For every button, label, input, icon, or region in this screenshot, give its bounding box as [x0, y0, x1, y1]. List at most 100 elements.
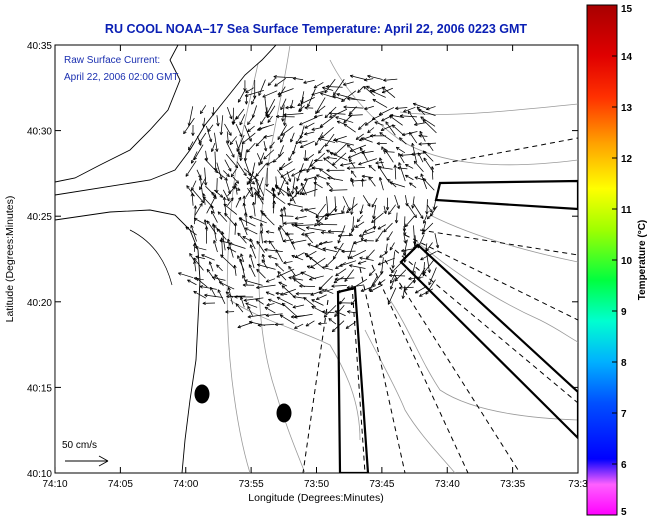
current-vector-head [264, 248, 268, 250]
current-vector [266, 160, 274, 166]
current-vector [206, 195, 217, 214]
current-vector-head [320, 232, 325, 235]
annotation-line-1: Raw Surface Current: [64, 55, 160, 66]
current-vector [216, 115, 219, 127]
current-vector-head [199, 177, 203, 181]
current-vector [194, 217, 206, 225]
current-vector-head [256, 264, 260, 267]
current-vector [360, 285, 376, 292]
current-vector-head [414, 176, 419, 178]
current-vector [387, 287, 397, 305]
current-vector-head [417, 109, 421, 113]
current-vector [381, 146, 386, 155]
current-vector [369, 89, 386, 98]
current-vector [422, 119, 437, 134]
current-vector [199, 286, 217, 290]
current-vector-head [195, 246, 199, 248]
colorbar-label: Temperature (°C) [637, 220, 648, 301]
current-vector-head [279, 225, 281, 229]
current-vector-head [321, 311, 326, 314]
current-vector-head [333, 93, 337, 96]
current-vector-head [187, 279, 190, 283]
current-vector-head [388, 302, 391, 305]
current-vector-head [220, 254, 222, 258]
current-vector-head [224, 213, 226, 217]
current-vector-head [304, 208, 307, 212]
current-vector [263, 135, 273, 138]
current-vector [361, 231, 365, 241]
current-vector [229, 136, 237, 145]
current-vector-head [314, 223, 316, 227]
current-vector [319, 168, 335, 181]
current-vector-head [315, 176, 318, 180]
current-vector-head [346, 285, 350, 289]
current-vector [265, 313, 283, 316]
current-vector [264, 97, 268, 115]
current-vector-head [263, 135, 267, 138]
current-vector-head [337, 240, 341, 244]
current-vector-head [299, 122, 302, 126]
current-vector-head [372, 215, 374, 219]
current-vector-head [318, 168, 322, 172]
current-vector-head [263, 157, 267, 160]
current-vector [309, 275, 324, 281]
current-vector-head [261, 212, 264, 217]
current-vector-head [408, 278, 412, 281]
current-vector-head [334, 139, 339, 141]
current-vector-head [253, 201, 256, 205]
current-vector-head [377, 165, 382, 168]
current-vector-head [183, 131, 187, 135]
current-vector-head [413, 280, 417, 284]
x-tick-label: 73:40 [435, 479, 460, 490]
current-vector-head [299, 285, 303, 288]
current-vector-head [349, 112, 353, 115]
current-vector-head [295, 142, 299, 145]
x-axis-label: Longitude (Degrees:Minutes) [248, 492, 383, 504]
current-vector [412, 196, 415, 209]
current-vector-head [375, 239, 379, 243]
current-vector [377, 279, 386, 285]
current-vector-head [276, 274, 280, 278]
current-vector-head [315, 217, 320, 219]
current-vector-head [210, 286, 214, 290]
current-vector-head [229, 141, 232, 145]
current-vector-head [346, 209, 349, 214]
current-vector-head [255, 191, 258, 195]
current-vector-head [385, 207, 388, 211]
current-vector-head [228, 169, 232, 172]
current-vector-head [320, 125, 324, 128]
current-vector-head [191, 160, 195, 164]
current-vector-head [292, 274, 295, 278]
current-vector-head [329, 188, 333, 191]
current-vector-head [275, 263, 279, 265]
current-vector-head [343, 106, 347, 109]
current-vector-head [425, 247, 428, 252]
current-vector [318, 322, 328, 325]
x-tick-label: 73:45 [369, 479, 394, 490]
current-vector-head [346, 167, 351, 170]
current-vector-head [202, 196, 205, 201]
current-vector-head [215, 148, 218, 152]
current-vector [240, 253, 245, 263]
current-vector-head [303, 179, 308, 182]
current-vector [339, 260, 357, 267]
current-vector-head [341, 100, 345, 103]
current-vector [191, 151, 198, 164]
current-vector-head [321, 136, 325, 139]
current-vector-head [198, 141, 203, 144]
current-vector [426, 199, 428, 215]
current-vector-head [228, 173, 230, 177]
current-vector-head [272, 200, 275, 204]
current-vector-head [219, 131, 222, 136]
current-vector [358, 122, 367, 130]
current-vector [418, 109, 436, 117]
current-vector-head [265, 291, 269, 295]
current-vector [325, 212, 345, 216]
current-vector-head [353, 241, 357, 244]
current-vector-head [224, 212, 228, 215]
current-vector [275, 249, 283, 263]
current-vector-head [239, 258, 241, 263]
current-vector-head [352, 228, 355, 232]
current-vector-head [273, 160, 277, 163]
current-vector-head [250, 244, 254, 248]
